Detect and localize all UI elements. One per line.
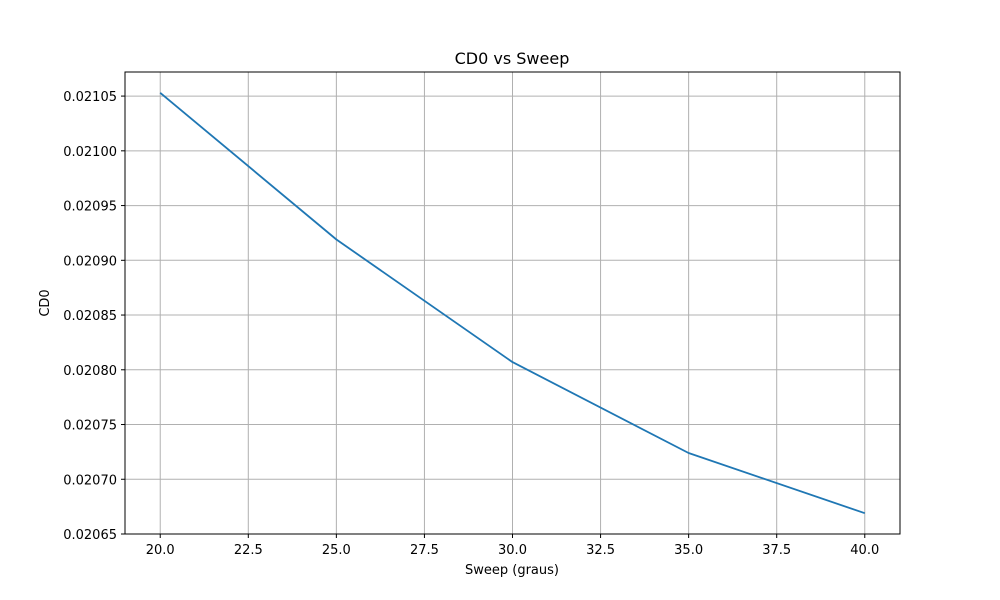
series-layer (159, 92, 866, 515)
data-point (512, 361, 514, 363)
data-point (335, 239, 337, 241)
y-tick-label: 0.02080 (63, 364, 117, 379)
x-tick-label: 30.0 (498, 543, 527, 558)
y-tick-label: 0.02100 (63, 145, 117, 160)
x-axis-title: Sweep (graus) (465, 563, 559, 578)
x-tick-label: 40.0 (850, 543, 879, 558)
series-line (159, 92, 866, 515)
y-tick-label: 0.02095 (63, 200, 117, 215)
x-tick-label: 27.5 (410, 543, 439, 558)
data-point (864, 512, 866, 514)
data-point (159, 92, 161, 94)
x-tick-label: 25.0 (322, 543, 351, 558)
x-tick-label: 22.5 (234, 543, 263, 558)
y-axis-title: CD0 (38, 289, 53, 316)
y-tick-label: 0.02085 (63, 309, 117, 324)
data-point (688, 452, 690, 454)
y-tick-label: 0.02070 (63, 473, 117, 488)
x-tick-label: 20.0 (146, 543, 175, 558)
x-tick-label: 35.0 (674, 543, 703, 558)
x-tick-label: 37.5 (762, 543, 791, 558)
grid-lines (125, 72, 900, 535)
y-axis-ticks: 0.02065 0.02070 0.02075 0.02080 0.02085 0.020… (63, 90, 125, 543)
x-tick-label: 32.5 (586, 543, 615, 558)
y-tick-label: 0.02090 (63, 254, 117, 269)
y-tick-label: 0.02065 (63, 528, 117, 543)
chart-title: CD0 vs Sweep (455, 49, 570, 68)
y-tick-label: 0.02075 (63, 419, 117, 434)
x-axis-ticks: 20.0 22.5 25.0 27.5 30.0 32.5 35.0 37.5 40.0 (146, 534, 879, 558)
y-tick-label: 0.02105 (63, 90, 117, 105)
